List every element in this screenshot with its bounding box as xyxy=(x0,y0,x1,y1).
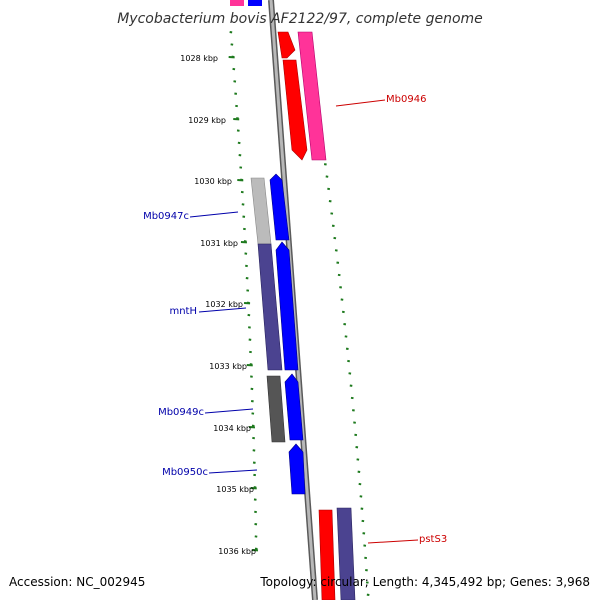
inner-dotted-track xyxy=(229,31,258,550)
gene-feature-gray-mb0949c[interactable] xyxy=(266,375,286,443)
accession-text: Accession: NC_002945 xyxy=(9,575,145,589)
kbp-label: 1035 kbp xyxy=(216,485,254,494)
kbp-label: 1029 kbp xyxy=(188,116,226,125)
gene-label-psts3[interactable]: pstS3 xyxy=(419,534,447,545)
kbp-labels: 1028 kbp 1029 kbp 1030 kbp 1031 kbp 1032… xyxy=(180,54,256,556)
kbp-label: 1028 kbp xyxy=(180,54,218,63)
gene-feature-blue-mnth[interactable] xyxy=(275,241,299,371)
kbp-label: 1034 kbp xyxy=(213,424,251,433)
forward-strand-features xyxy=(230,0,356,600)
kbp-label: 1036 kbp xyxy=(218,547,256,556)
leader-line-mnth xyxy=(198,307,247,313)
gene-label-mb0947c[interactable]: Mb0947c xyxy=(143,211,189,222)
gene-feature-top-pink[interactable] xyxy=(230,0,244,6)
gene-label-mb0946[interactable]: Mb0946 xyxy=(386,94,426,105)
gene-feature-top-blue[interactable] xyxy=(248,0,262,6)
gene-label-mnth[interactable]: mntH xyxy=(169,306,197,317)
gene-feature-blue-mb0950c[interactable] xyxy=(288,443,306,495)
kbp-label: 1032 kbp xyxy=(205,300,243,309)
gene-feature-red-1[interactable] xyxy=(277,31,296,59)
gene-feature-red-psts3[interactable] xyxy=(318,509,336,600)
gene-feature-slate-mnth[interactable] xyxy=(257,243,283,371)
genome-summary-text: Topology: circular; Length: 4,345,492 bp… xyxy=(259,575,590,589)
map-title: Mycobacterium bovis AF2122/97, complete … xyxy=(117,11,483,27)
leader-line-mb0946 xyxy=(335,99,386,107)
kbp-label: 1030 kbp xyxy=(194,177,232,186)
kbp-label: 1033 kbp xyxy=(209,362,247,371)
leader-line-mb0947c xyxy=(189,211,239,218)
gene-labels: Mb0946 Mb0947c mntH Mb0949c Mb0950c pstS… xyxy=(143,94,447,545)
leader-line-psts3 xyxy=(367,539,419,544)
gene-feature-blue-mb0949c[interactable] xyxy=(284,373,304,441)
gene-feature-slate-psts3[interactable] xyxy=(336,507,356,600)
gene-feature-red-2[interactable] xyxy=(282,59,308,161)
gene-label-mb0949c[interactable]: Mb0949c xyxy=(158,407,204,418)
gene-feature-lightgray-mb0947c[interactable] xyxy=(250,177,272,245)
gene-feature-blue-mb0947c[interactable] xyxy=(269,173,290,241)
outer-dotted-track xyxy=(311,77,370,596)
reverse-strand-features xyxy=(250,173,306,495)
leader-line-mb0949c xyxy=(204,408,254,414)
gene-feature-pink-mb0946[interactable] xyxy=(297,31,327,161)
gene-label-mb0950c[interactable]: Mb0950c xyxy=(162,467,208,478)
kbp-label: 1031 kbp xyxy=(200,239,238,248)
leader-line-mb0950c xyxy=(208,469,258,474)
